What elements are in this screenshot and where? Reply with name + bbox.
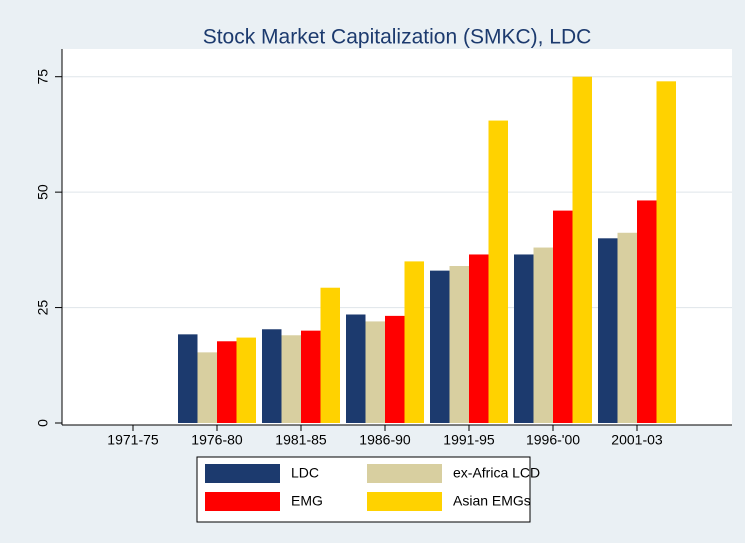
legend-label: ex-Africa LCD bbox=[453, 465, 540, 481]
x-tick-label: 1991-95 bbox=[443, 432, 495, 448]
bar bbox=[197, 352, 217, 423]
x-tick-label: 1986-90 bbox=[359, 432, 411, 448]
bar bbox=[656, 81, 676, 423]
x-tick-label: 1996-'00 bbox=[526, 432, 580, 448]
bar bbox=[385, 315, 405, 423]
bar bbox=[301, 330, 321, 423]
bar bbox=[449, 266, 469, 423]
legend-label: EMG bbox=[291, 493, 323, 509]
bar bbox=[533, 247, 553, 423]
bar bbox=[553, 210, 573, 423]
y-tick-label: 25 bbox=[35, 300, 51, 316]
legend-label: Asian EMGs bbox=[453, 493, 531, 509]
x-tick-label: 2001-03 bbox=[611, 432, 663, 448]
bar bbox=[320, 287, 340, 423]
legend-swatch bbox=[205, 492, 280, 511]
y-tick-label: 0 bbox=[35, 419, 51, 427]
bar bbox=[217, 341, 237, 423]
legend-swatch bbox=[367, 492, 442, 511]
bar bbox=[236, 337, 256, 423]
y-tick-label: 50 bbox=[35, 184, 51, 200]
bar bbox=[430, 270, 450, 423]
x-tick-label: 1971-75 bbox=[107, 432, 159, 448]
y-tick-label: 75 bbox=[35, 69, 51, 85]
legend-label: LDC bbox=[291, 465, 319, 481]
x-tick-label: 1981-85 bbox=[275, 432, 327, 448]
x-tick-label: 1976-80 bbox=[191, 432, 243, 448]
bar bbox=[365, 321, 385, 423]
bar bbox=[598, 238, 618, 423]
bar bbox=[178, 334, 198, 423]
bar bbox=[469, 254, 489, 423]
legend-swatch bbox=[367, 464, 442, 483]
bar bbox=[262, 329, 282, 423]
bar bbox=[281, 335, 301, 423]
bar bbox=[572, 76, 592, 423]
legend-swatch bbox=[205, 464, 280, 483]
bar bbox=[488, 120, 508, 423]
bar bbox=[346, 314, 366, 423]
bar bbox=[404, 261, 424, 423]
chart-title: Stock Market Capitalization (SMKC), LDC bbox=[203, 26, 592, 49]
bar bbox=[514, 254, 534, 423]
bar bbox=[637, 200, 657, 423]
bar bbox=[617, 232, 637, 423]
